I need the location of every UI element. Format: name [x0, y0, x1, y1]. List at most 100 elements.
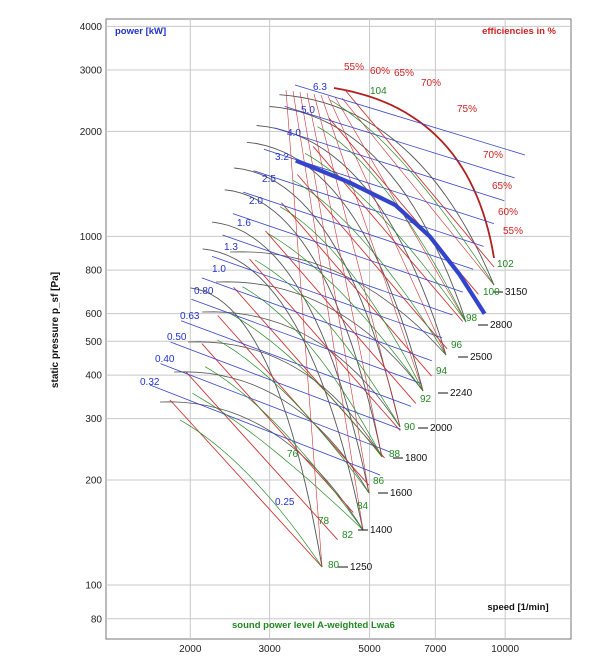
- power-label: 1.3: [224, 242, 238, 253]
- y-axis-label: static pressure p_sf [Pa]: [50, 272, 61, 388]
- efficiency-label: 65%: [492, 181, 512, 192]
- x-tick-label: 2000: [179, 644, 202, 655]
- sound-line: [304, 152, 467, 323]
- speed-label: 1400: [370, 525, 393, 536]
- power-label: 0.40: [155, 354, 175, 365]
- sound-label: 76: [287, 449, 299, 460]
- speed-label: 2800: [490, 320, 513, 331]
- sound-label: 94: [436, 366, 448, 377]
- sound-label: 104: [370, 86, 387, 97]
- efficiency-ray: [299, 91, 370, 494]
- power-label: 0.63: [180, 311, 200, 322]
- efficiency-ray: [306, 92, 383, 458]
- efficiency-ray: [320, 94, 424, 392]
- efficiency-label: 60%: [498, 207, 518, 218]
- speed-curve: [202, 248, 364, 531]
- power-line: [232, 213, 464, 293]
- power-label: 1.0: [212, 264, 226, 275]
- y-tick-label: 100: [85, 580, 102, 591]
- power-line: [274, 127, 505, 202]
- plot-frame: [105, 18, 572, 640]
- efficiency-label: 60%: [370, 66, 390, 77]
- curve-labels: 1250 1400 1600 1800 2000 2240 2500 2800 3150 80 82…: [140, 62, 528, 573]
- sound-label: 102: [497, 259, 514, 270]
- power-line: [180, 320, 412, 407]
- speed-label: 1800: [405, 453, 428, 464]
- sound-label: 96: [451, 340, 463, 351]
- power-label: 6.3: [313, 82, 327, 93]
- sound-line: [242, 286, 383, 458]
- grid-lines: [106, 19, 571, 639]
- power-line: [149, 384, 381, 476]
- sound-line: [179, 419, 323, 568]
- sound-line: [217, 339, 370, 494]
- sound-label: 80: [328, 560, 340, 571]
- speed-label: 1600: [390, 488, 413, 499]
- sound-label: 92: [420, 394, 432, 405]
- power-line: [294, 84, 526, 156]
- efficiency-line: [169, 399, 323, 568]
- power-label: 3.2: [275, 152, 289, 163]
- y-tick-label: 200: [85, 476, 102, 487]
- power-line: [253, 170, 484, 247]
- sound-line: [329, 99, 495, 286]
- power-line: [191, 298, 422, 384]
- power-line: [201, 277, 432, 362]
- efficiency-ray: [285, 89, 323, 568]
- efficiency-line: [265, 230, 417, 404]
- efficiency-label: 75%: [457, 104, 477, 115]
- y-tick-label: 80: [91, 614, 103, 625]
- x-tick-label: 10000: [491, 644, 519, 655]
- speed-label: 3150: [505, 287, 528, 298]
- efficiency-header: efficiencies in %: [482, 26, 556, 37]
- power-label: 2.0: [249, 196, 263, 207]
- speed-curve: [173, 371, 370, 494]
- y-tick-label: 500: [85, 337, 102, 348]
- sound-line: [204, 366, 364, 531]
- efficiency-ray: [327, 95, 447, 356]
- efficiency-line: [281, 202, 432, 377]
- efficiency-line: [201, 343, 354, 513]
- sound-line: [267, 232, 424, 392]
- speed-label: 2000: [430, 423, 453, 434]
- power-label: 5.0: [301, 105, 315, 116]
- speed-label: 2240: [450, 388, 473, 399]
- efficiency-line: [296, 174, 448, 350]
- sound-line: [229, 312, 383, 458]
- power-label: 0.25: [275, 497, 295, 508]
- speed-curve: [201, 311, 401, 428]
- y-tick-label: 400: [85, 371, 102, 382]
- speed-curve: [246, 141, 424, 392]
- y-tick-label: 800: [85, 266, 102, 277]
- power-label: 0.80: [194, 286, 214, 297]
- efficiency-label: 55%: [503, 226, 523, 237]
- sound-label: 78: [318, 516, 330, 527]
- power-line: [222, 234, 453, 316]
- sound-line: [254, 259, 401, 428]
- sound-line: [192, 392, 364, 531]
- x-tick-label: 7000: [424, 644, 447, 655]
- power-label: 0.50: [167, 332, 187, 343]
- y-tick-label: 2000: [80, 127, 103, 138]
- efficiency-label: 70%: [483, 150, 503, 161]
- power-line: [160, 363, 391, 453]
- y-tick-label: 600: [85, 309, 102, 320]
- sound-label: 88: [389, 449, 401, 460]
- speed-curve: [190, 287, 323, 568]
- power-line: [211, 256, 443, 339]
- sound-line: [317, 126, 467, 323]
- sound-label: 86: [373, 476, 385, 487]
- power-line: [243, 191, 474, 270]
- speed-curve: [224, 189, 383, 458]
- x-tick-label: 5000: [358, 644, 381, 655]
- y-tick-label: 300: [85, 414, 102, 425]
- efficiency-line: [249, 258, 401, 431]
- speed-curve: [234, 167, 401, 428]
- efficiency-ray: [341, 97, 495, 286]
- power-label: 4.0: [287, 128, 301, 139]
- speed-label: 1250: [350, 562, 373, 573]
- power-label: 2.5: [262, 174, 276, 185]
- speed-curve: [187, 341, 383, 458]
- y-tick-label: 1000: [80, 232, 103, 243]
